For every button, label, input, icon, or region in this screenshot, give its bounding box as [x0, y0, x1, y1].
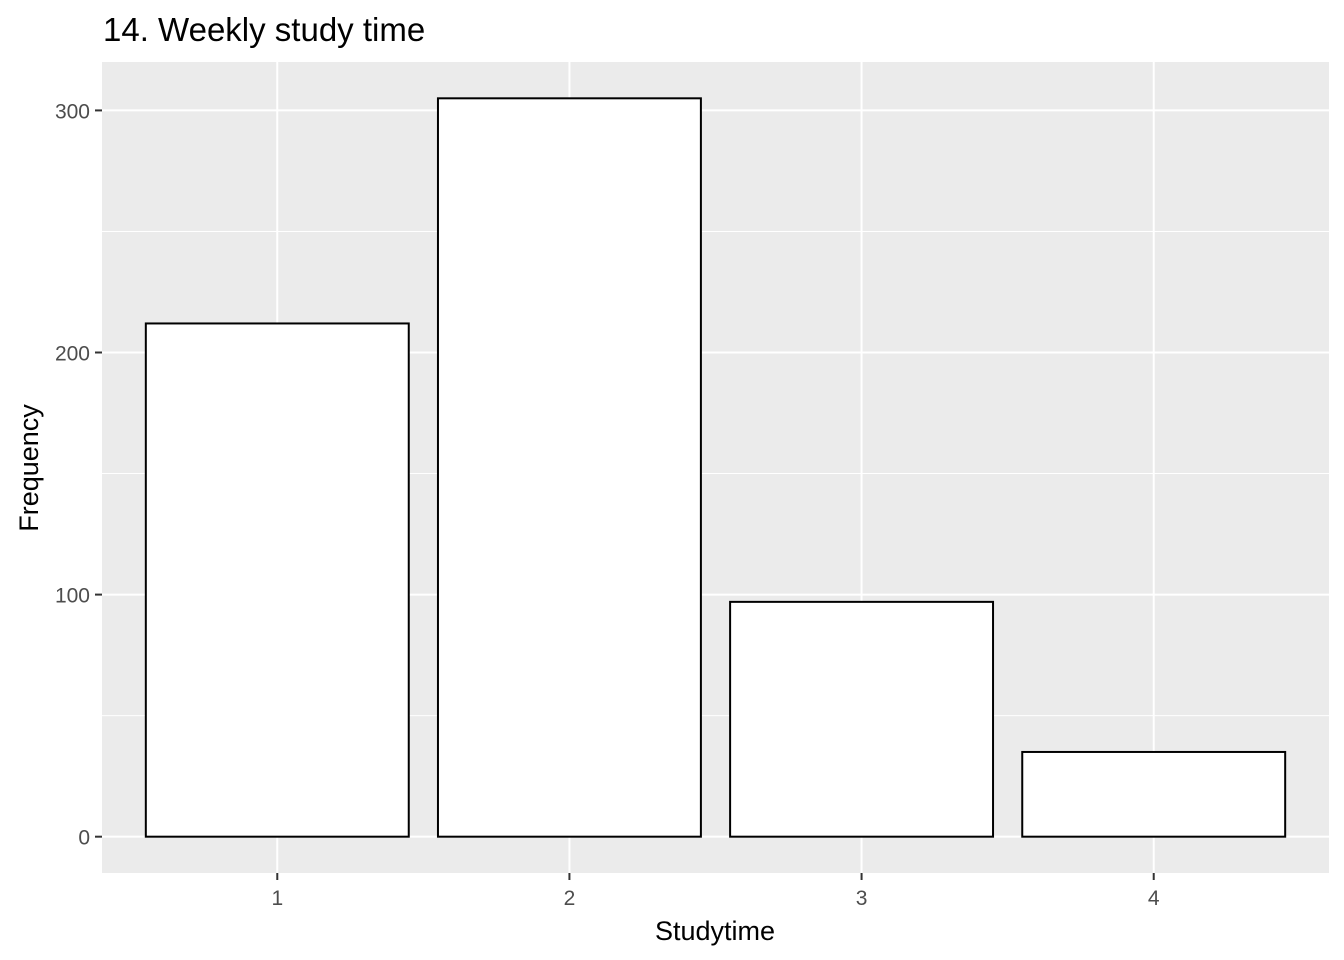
bar-4 [1021, 750, 1287, 838]
y-tick-label: 100 [55, 585, 90, 608]
y-tick-label: 0 [78, 827, 90, 850]
x-tick-label: 3 [856, 887, 868, 910]
bars [144, 97, 1287, 838]
y-axis: 0 100 200 300 [55, 100, 102, 850]
y-axis-title: Frequency [14, 404, 44, 532]
x-axis: 1 2 3 4 [271, 873, 1160, 910]
x-axis-title: Studytime [655, 916, 775, 946]
bar-2 [436, 97, 702, 838]
y-tick-label: 300 [55, 100, 90, 123]
y-tick-label: 200 [55, 343, 90, 366]
chart-title: 14. Weekly study time [103, 11, 425, 48]
x-tick-label: 4 [1148, 887, 1160, 910]
x-tick-label: 1 [271, 887, 283, 910]
bar-1 [144, 322, 410, 838]
bar-3 [729, 600, 995, 838]
x-tick-label: 2 [564, 887, 576, 910]
